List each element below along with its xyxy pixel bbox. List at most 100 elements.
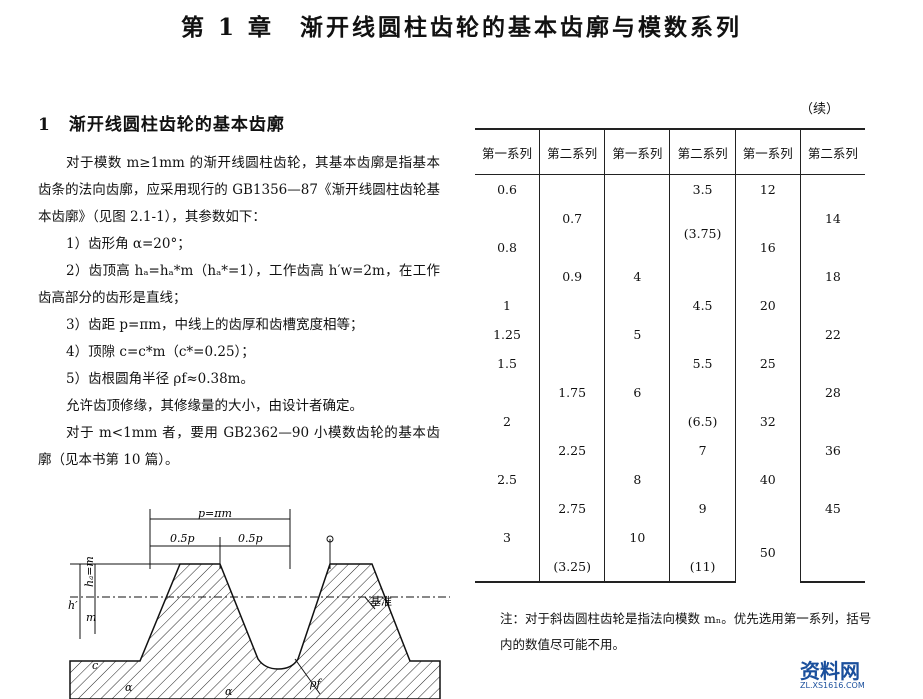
paragraph: 1）齿形角 α=20°； bbox=[66, 236, 191, 252]
leader bbox=[294, 658, 321, 695]
table-cell: 12 bbox=[734, 174, 801, 204]
watermark-name: 资料网 bbox=[800, 659, 860, 683]
table-cell bbox=[734, 436, 801, 465]
table-cell bbox=[734, 320, 801, 349]
module-table: 第一系列 第二系列 第一系列 第二系列 第一系列 第二系列 0.6 3.5 12 0.7 (3.75… bbox=[475, 128, 865, 583]
table-row: 0.7 (3.75) 14 bbox=[475, 204, 865, 262]
table-cell: 4.5 bbox=[669, 291, 736, 320]
table-cell: 10 bbox=[604, 523, 670, 552]
table-cell bbox=[604, 349, 670, 378]
table-cell bbox=[604, 407, 670, 436]
paragraph: 5）齿根圆角半径 ρf≈0.38m。 bbox=[66, 371, 254, 387]
table-cell: 0.8 bbox=[497, 240, 517, 255]
table-cell bbox=[669, 320, 736, 349]
table-row: 1.5 5.5 25 bbox=[475, 349, 865, 378]
table-cell bbox=[604, 174, 670, 204]
table-row: 2 (6.5) 32 bbox=[475, 407, 865, 436]
table-row: 1.25 5 22 bbox=[475, 320, 865, 349]
paragraph: 4）顶隙 c=c*m（c*=0.25）； bbox=[66, 344, 255, 360]
table-cell bbox=[734, 204, 801, 233]
page-title: 第 1 章 渐开线圆柱齿轮的基本齿廓与模数系列 bbox=[180, 14, 743, 41]
table-cell: (11) bbox=[669, 552, 736, 583]
table-cell bbox=[475, 262, 540, 291]
table-cell bbox=[669, 523, 736, 552]
table-cell bbox=[604, 291, 670, 320]
table-cell bbox=[799, 174, 865, 204]
table-cell: 14 bbox=[799, 204, 865, 233]
table-row: 3 10 50 bbox=[475, 523, 865, 582]
table-cell: (3.75) bbox=[669, 204, 736, 262]
paragraph: 2）齿顶高 hₐ=hₐ*m（hₐ*=1），工作齿高 h′w=2m，在工作齿高部分… bbox=[38, 263, 440, 306]
column-header: 第二系列 bbox=[799, 129, 865, 175]
table-cell: 2.75 bbox=[539, 494, 605, 523]
table-cell bbox=[669, 378, 736, 407]
paragraph: 对于 m<1mm 者，要用 GB2362—90 小模数齿轮的基本齿廓（见本书第 … bbox=[38, 425, 440, 468]
table-cell bbox=[539, 407, 605, 436]
watermark: 资料网 ZL.XS1616.COM bbox=[800, 655, 865, 690]
fig-label: 0.5p bbox=[238, 532, 263, 545]
table-cell bbox=[799, 465, 865, 494]
table-cell bbox=[734, 262, 801, 291]
table-cell bbox=[475, 552, 540, 583]
table-row: (3.25) (11) bbox=[475, 552, 865, 583]
table-cell: 32 bbox=[734, 407, 801, 436]
continued-label: （续） bbox=[800, 102, 840, 117]
section-body: 对于模数 m≥1mm 的渐开线圆柱齿轮，其基本齿廓是指基本齿条的法向齿廓，应采用… bbox=[38, 150, 440, 474]
table-cell: 2.25 bbox=[539, 436, 605, 465]
table-cell: 20 bbox=[734, 291, 801, 320]
table-cell bbox=[604, 436, 670, 465]
table-row: 1 4.5 20 bbox=[475, 291, 865, 320]
table-cell bbox=[539, 349, 605, 378]
table-cell bbox=[734, 494, 801, 523]
table-cell: 5 bbox=[604, 320, 670, 349]
leader bbox=[364, 596, 376, 610]
table-note: 注：对于斜齿圆柱齿轮是指法向模数 mₙ。优先选用第一系列，括号内的数值尽可能不用… bbox=[500, 611, 872, 652]
table-cell bbox=[604, 204, 670, 233]
table-cell bbox=[539, 291, 605, 320]
table-cell: 40 bbox=[734, 465, 801, 494]
table-cell bbox=[475, 436, 540, 465]
table-row: 0.8 16 bbox=[475, 233, 865, 262]
table-cell: 0.6 bbox=[497, 182, 517, 197]
table-cell: 22 bbox=[799, 320, 865, 349]
table-cell bbox=[799, 349, 865, 378]
header-row: 第一系列 第二系列 第一系列 第二系列 第一系列 第二系列 bbox=[475, 129, 865, 175]
column-header: 第一系列 bbox=[604, 129, 670, 175]
table-cell bbox=[475, 204, 540, 233]
table-cell: 2.5 bbox=[497, 472, 517, 487]
table-row: 2.25 7 36 bbox=[475, 436, 865, 465]
table-cell: 6 bbox=[604, 378, 670, 407]
table-cell: 1.5 bbox=[497, 356, 517, 371]
column-header: 第一系列 bbox=[475, 129, 540, 175]
table-cell: 5.5 bbox=[669, 349, 736, 378]
table-cell: (3.25) bbox=[539, 552, 605, 583]
table-cell bbox=[604, 552, 670, 583]
table-cell bbox=[799, 552, 865, 583]
table-cell bbox=[799, 233, 865, 262]
table-cell: 1.75 bbox=[539, 378, 605, 407]
table-cell: 45 bbox=[799, 494, 865, 523]
table-cell: 9 bbox=[669, 494, 736, 523]
marker bbox=[326, 535, 334, 543]
table-cell: 0.9 bbox=[539, 262, 605, 291]
table-cell: 8 bbox=[604, 465, 670, 494]
table-cell bbox=[539, 523, 605, 552]
table-cell: 2 bbox=[503, 414, 511, 429]
fig-label: α bbox=[125, 681, 133, 694]
table-row: 0.9 4 18 bbox=[475, 262, 865, 291]
fig-label: 基准 bbox=[370, 595, 392, 608]
table-cell: 7 bbox=[669, 436, 736, 465]
table-cell: 3.5 bbox=[669, 174, 736, 204]
watermark-url: ZL.XS1616.COM bbox=[800, 681, 865, 690]
paragraph: 3）齿距 p=πm，中线上的齿厚和齿槽宽度相等； bbox=[66, 317, 364, 333]
fig-label: p=πm bbox=[198, 509, 232, 520]
fig-label: hₐ=m bbox=[83, 556, 96, 587]
table-cell: 4 bbox=[604, 262, 670, 291]
table-cell bbox=[604, 494, 670, 523]
paragraph: 对于模数 m≥1mm 的渐开线圆柱齿轮，其基本齿廓是指基本齿条的法向齿廓，应采用… bbox=[38, 155, 440, 225]
table-cell bbox=[604, 233, 670, 262]
fig-label: 0.5p bbox=[170, 532, 195, 545]
table-cell: 36 bbox=[799, 436, 865, 465]
